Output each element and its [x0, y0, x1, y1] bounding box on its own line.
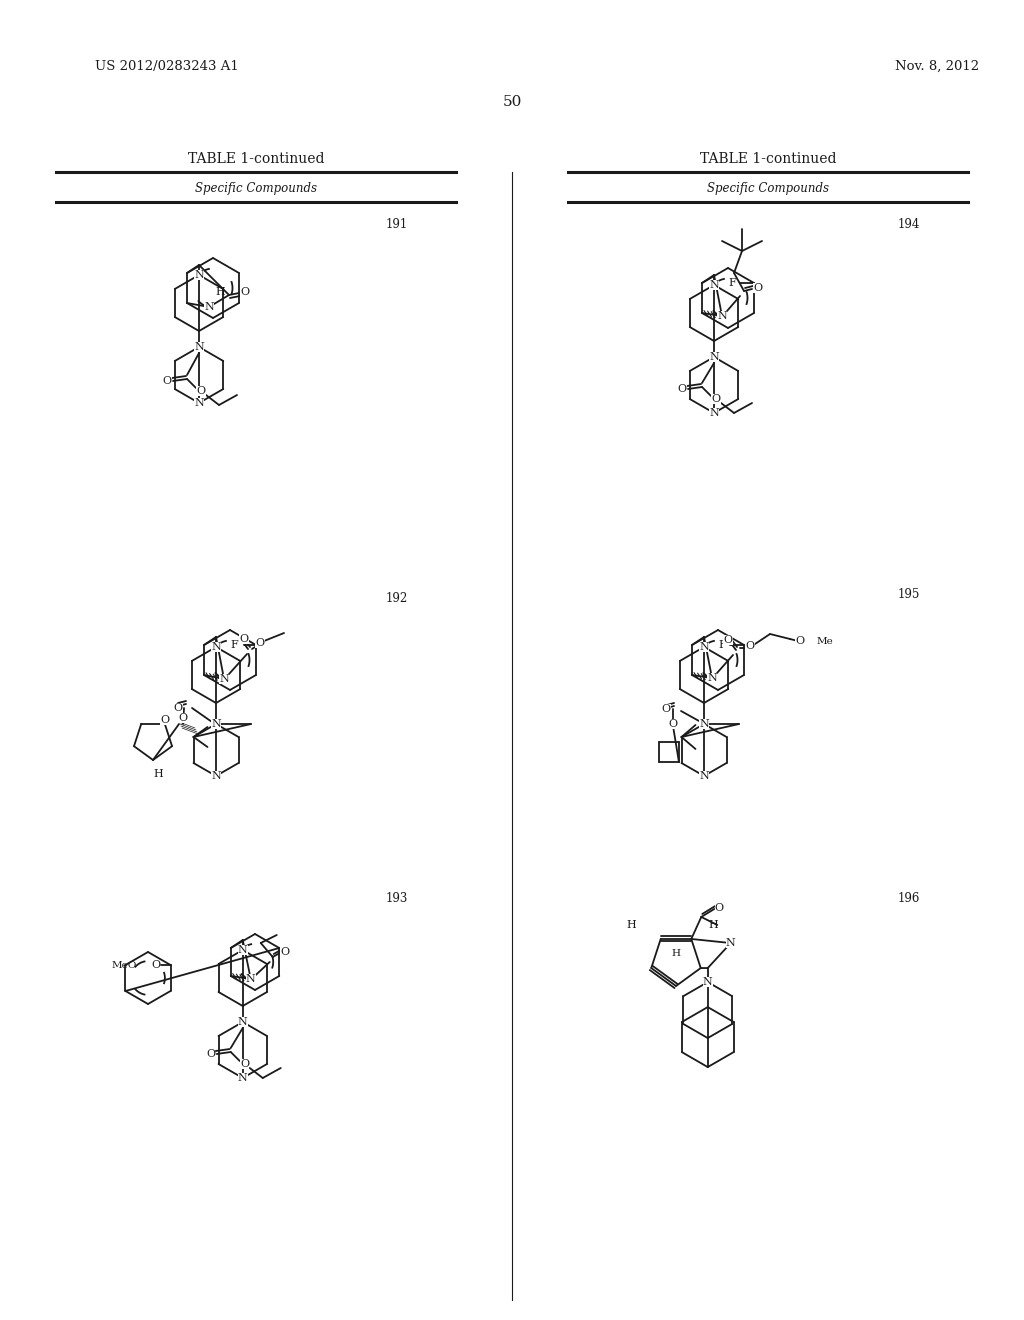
Text: O: O [240, 634, 249, 644]
Text: O: O [241, 286, 250, 297]
Text: N: N [211, 719, 221, 729]
Text: O: O [281, 946, 290, 957]
Text: N: N [710, 280, 719, 290]
Text: F: F [728, 279, 736, 288]
Text: 192: 192 [386, 591, 408, 605]
Text: TABLE 1-continued: TABLE 1-continued [699, 152, 837, 166]
Text: O: O [255, 638, 264, 648]
Text: 191: 191 [386, 218, 408, 231]
Text: O: O [754, 282, 763, 293]
Text: Me: Me [816, 636, 833, 645]
Text: O: O [163, 376, 172, 385]
Text: O: O [173, 704, 182, 713]
Text: N: N [710, 408, 719, 418]
Text: US 2012/0283243 A1: US 2012/0283243 A1 [95, 59, 239, 73]
Text: N: N [246, 974, 256, 983]
Text: O: O [662, 704, 671, 714]
Text: O: O [197, 385, 206, 396]
Text: N: N [195, 342, 204, 352]
Text: N: N [699, 771, 709, 781]
Text: O: O [178, 713, 187, 723]
Text: 194: 194 [898, 218, 920, 231]
Text: O: O [206, 1049, 215, 1059]
Text: Specific Compounds: Specific Compounds [195, 182, 317, 195]
Text: N: N [710, 352, 719, 362]
Text: N: N [195, 271, 204, 280]
Text: N: N [195, 399, 204, 408]
Text: O: O [160, 715, 169, 725]
Text: N: N [238, 1073, 248, 1082]
Text: N: N [726, 939, 735, 948]
Text: F: F [230, 640, 238, 649]
Text: N: N [708, 673, 717, 682]
Text: N: N [702, 977, 713, 987]
Text: TABLE 1-continued: TABLE 1-continued [187, 152, 325, 166]
Text: N: N [717, 312, 727, 321]
Text: N: N [211, 771, 221, 781]
Text: O: O [151, 960, 160, 970]
Text: N: N [238, 1016, 248, 1027]
Text: N: N [211, 642, 221, 652]
Text: Specific Compounds: Specific Compounds [707, 182, 829, 195]
Text: H: H [626, 920, 636, 931]
Text: 193: 193 [386, 892, 408, 906]
Text: O: O [724, 635, 732, 645]
Text: Nov. 8, 2012: Nov. 8, 2012 [895, 59, 979, 73]
Text: F: F [718, 640, 726, 649]
Text: N: N [219, 675, 229, 684]
Text: O: O [678, 384, 686, 393]
Text: O: O [715, 903, 724, 913]
Text: N: N [238, 945, 248, 954]
Text: O: O [712, 393, 721, 404]
Text: N: N [699, 642, 709, 652]
Text: MeO: MeO [112, 961, 136, 969]
Text: O: O [796, 636, 805, 645]
Text: H: H [709, 920, 719, 931]
Text: O: O [241, 1059, 249, 1069]
Text: H: H [154, 770, 163, 779]
Text: 196: 196 [898, 892, 920, 906]
Text: 50: 50 [503, 95, 521, 110]
Text: N: N [699, 719, 709, 729]
Text: N: N [204, 302, 214, 312]
Text: O: O [669, 719, 678, 729]
Text: H: H [672, 949, 681, 958]
Text: H: H [215, 286, 225, 297]
Text: 195: 195 [898, 587, 920, 601]
Text: O: O [745, 642, 755, 651]
